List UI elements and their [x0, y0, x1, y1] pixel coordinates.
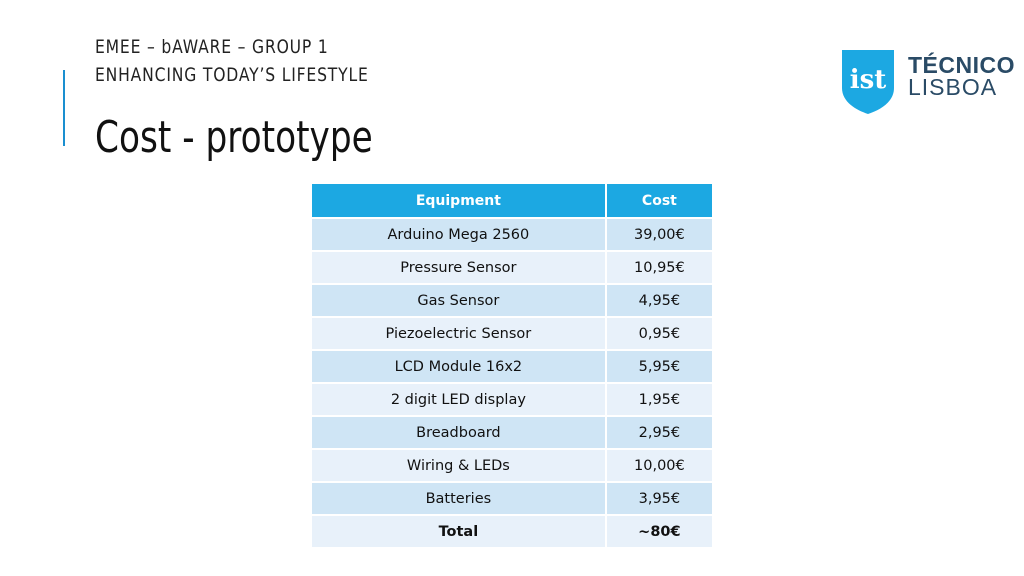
equipment-cell: Piezoelectric Sensor [312, 317, 607, 351]
table-row: LCD Module 16x2 5,95€ [312, 350, 712, 384]
equipment-cell: LCD Module 16x2 [312, 350, 607, 384]
table-row: Arduino Mega 2560 39,00€ [312, 218, 712, 252]
table-row: Gas Sensor 4,95€ [312, 284, 712, 318]
logo-line-2: LISBOA [908, 74, 998, 100]
column-header-cost: Cost [605, 184, 712, 219]
total-label: Total [312, 515, 607, 549]
table-row: 2 digit LED display 1,95€ [312, 383, 712, 417]
logo-wordmark: TÉCNICO LISBOA [908, 52, 1015, 100]
svg-text:ist: ist [850, 65, 887, 95]
slide-header: EMEE – bAWARE – GROUP 1 ENHANCING TODAY’… [95, 33, 369, 89]
equipment-cell: Arduino Mega 2560 [312, 218, 607, 252]
logo-line-1: TÉCNICO [908, 52, 1015, 78]
cost-cell: 1,95€ [605, 383, 712, 417]
tecnico-lisboa-logo: ist TÉCNICO LISBOA [840, 48, 1015, 116]
total-row: Total ~80€ [312, 515, 712, 549]
equipment-cell: Gas Sensor [312, 284, 607, 318]
table-row: Pressure Sensor 10,95€ [312, 251, 712, 285]
equipment-cell: 2 digit LED display [312, 383, 607, 417]
slide-title: Cost - prototype [95, 112, 373, 163]
cost-cell: 0,95€ [605, 317, 712, 351]
header-line-2: ENHANCING TODAY’S LIFESTYLE [95, 64, 369, 86]
cost-cell: 39,00€ [605, 218, 712, 252]
cost-cell: 3,95€ [605, 482, 712, 516]
table-row: Breadboard 2,95€ [312, 416, 712, 450]
cost-cell: 4,95€ [605, 284, 712, 318]
total-cost: ~80€ [605, 515, 712, 549]
cost-table: Equipment Cost Arduino Mega 2560 39,00€ … [312, 184, 712, 549]
cost-cell: 10,00€ [605, 449, 712, 483]
table-row: Piezoelectric Sensor 0,95€ [312, 317, 712, 351]
cost-cell: 5,95€ [605, 350, 712, 384]
equipment-cell: Batteries [312, 482, 607, 516]
accent-bar [63, 70, 65, 146]
equipment-cell: Pressure Sensor [312, 251, 607, 285]
table-header-row: Equipment Cost [312, 184, 712, 219]
equipment-cell: Breadboard [312, 416, 607, 450]
table-row: Wiring & LEDs 10,00€ [312, 449, 712, 483]
cost-cell: 2,95€ [605, 416, 712, 450]
header-line-1: EMEE – bAWARE – GROUP 1 [95, 36, 329, 58]
table-row: Batteries 3,95€ [312, 482, 712, 516]
column-header-equipment: Equipment [312, 184, 607, 219]
ist-shield-icon: ist [842, 50, 894, 114]
cost-cell: 10,95€ [605, 251, 712, 285]
equipment-cell: Wiring & LEDs [312, 449, 607, 483]
